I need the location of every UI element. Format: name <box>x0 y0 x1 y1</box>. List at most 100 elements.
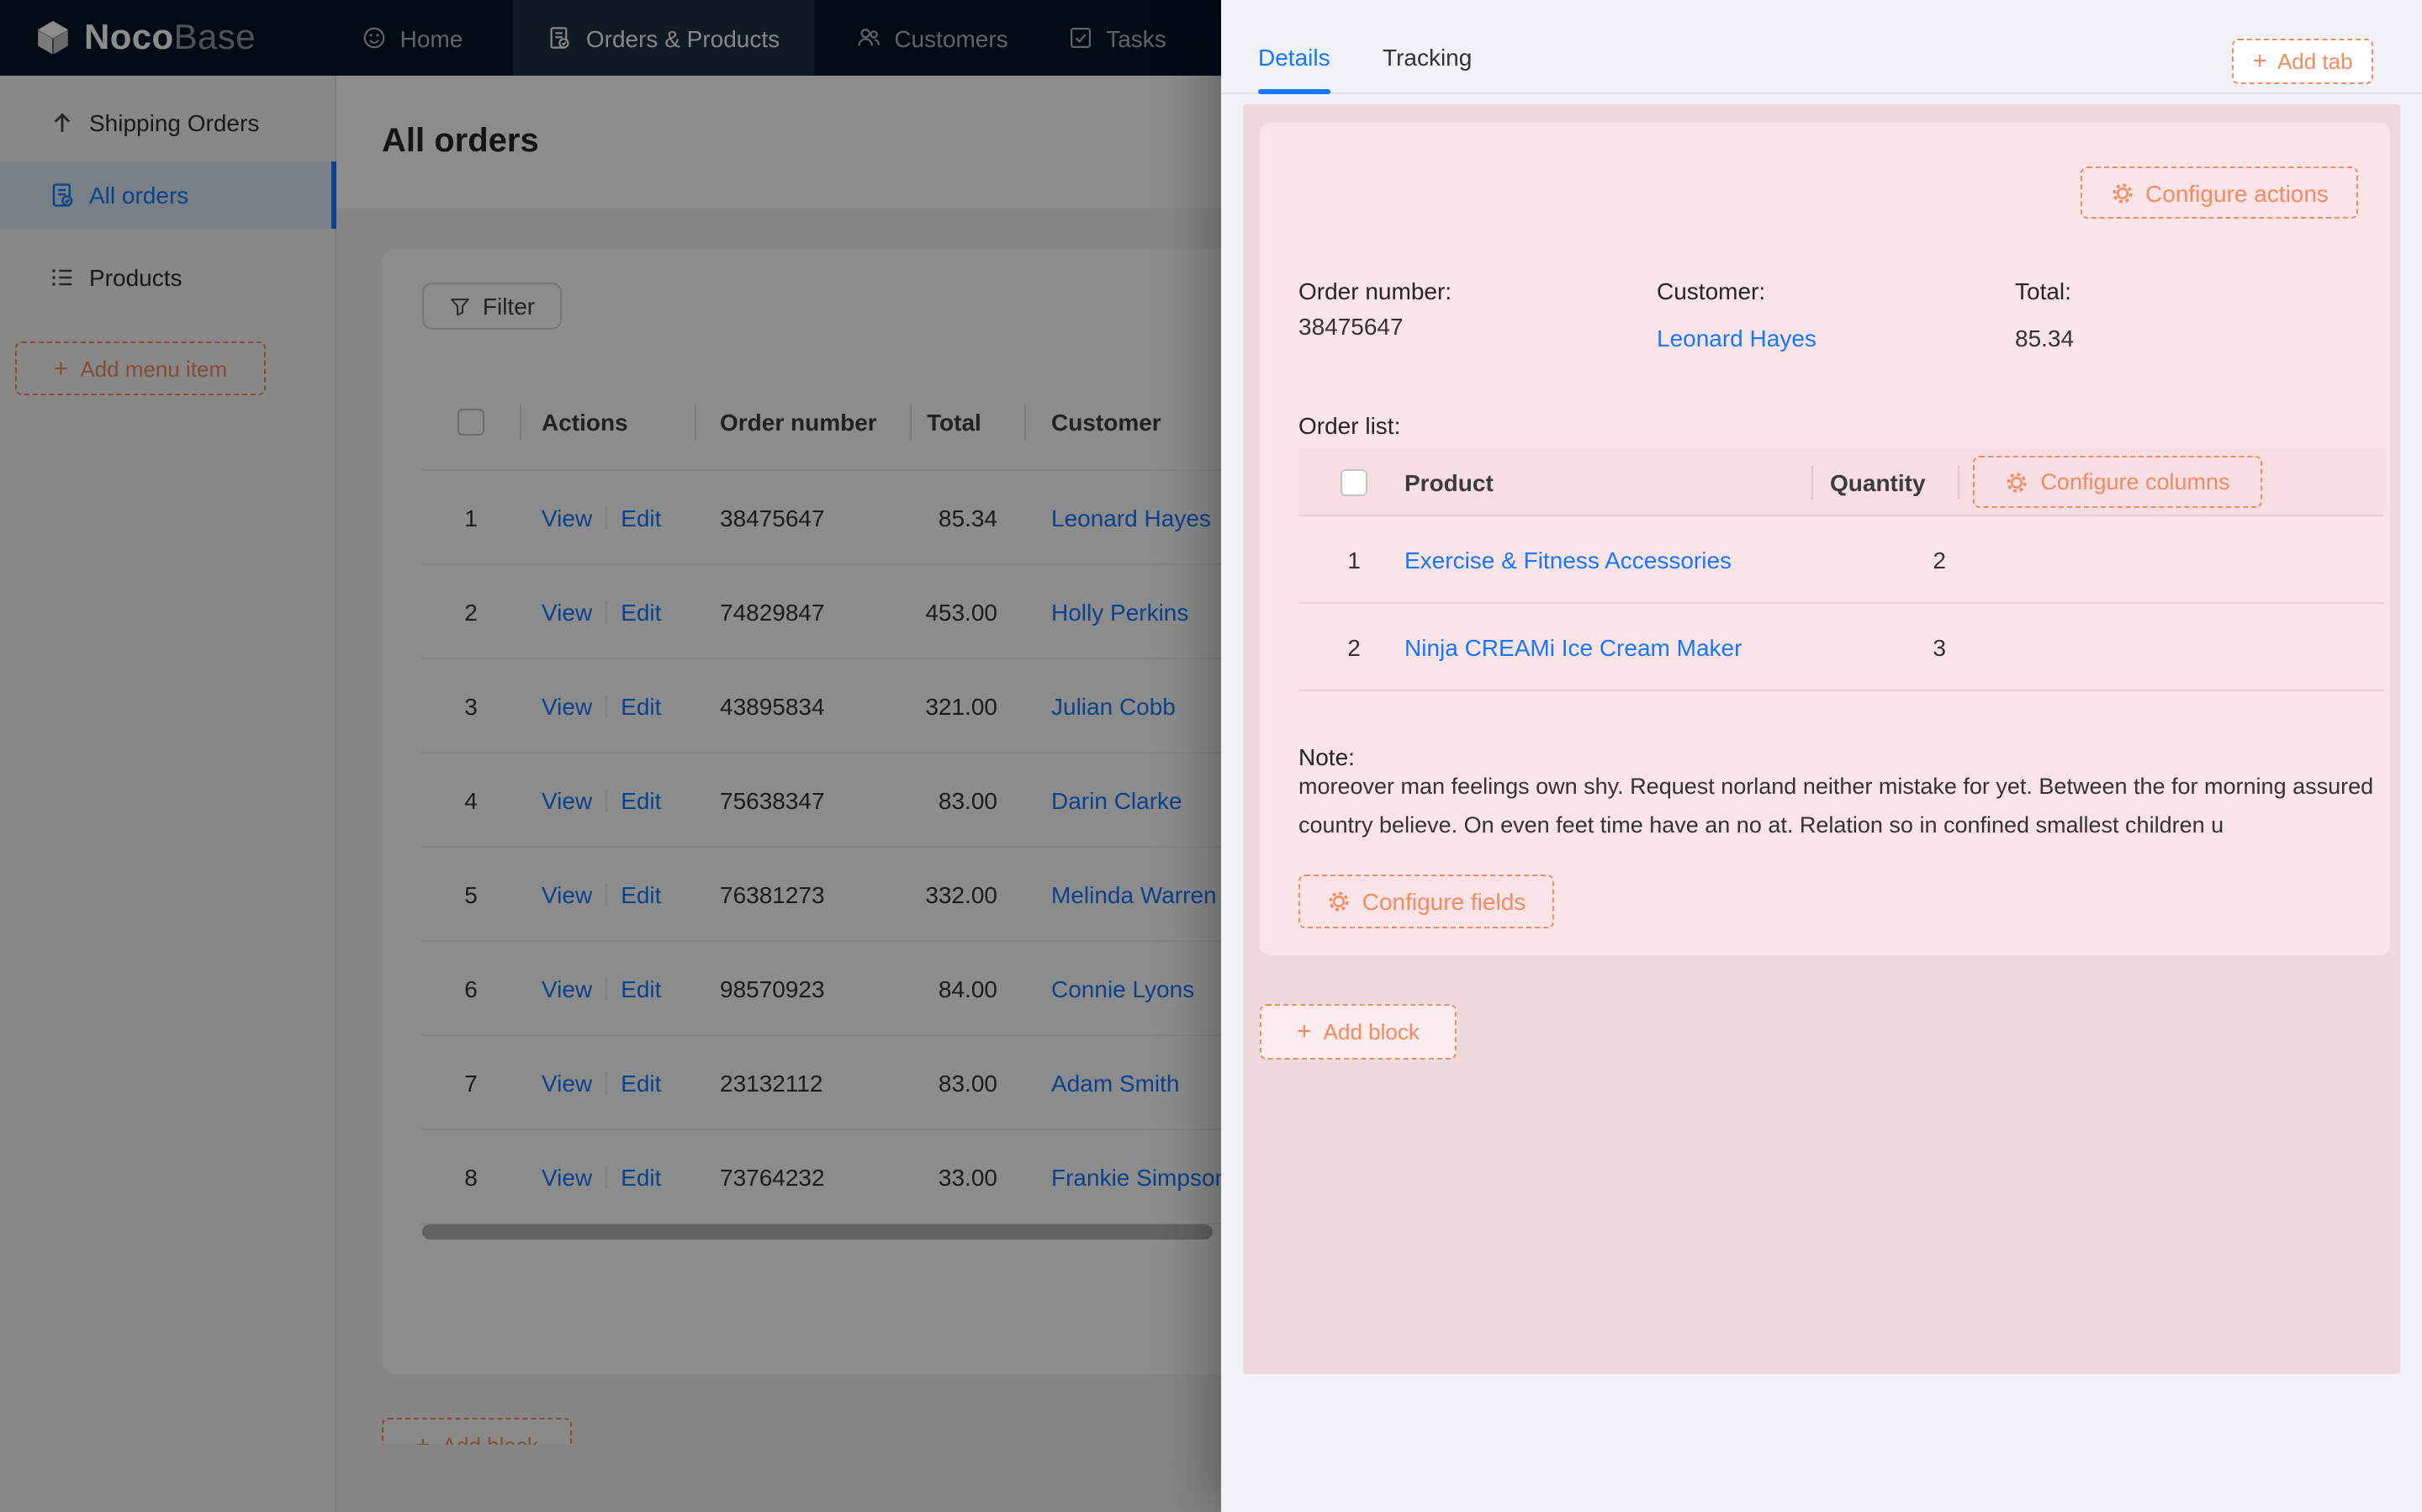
header-total: Total <box>910 373 1024 469</box>
customer-link[interactable]: Darin Clarke <box>1051 786 1182 813</box>
team-icon <box>857 29 880 46</box>
row-index: 3 <box>464 692 478 719</box>
edit-link[interactable]: Edit <box>621 880 662 907</box>
horizontal-scrollbar[interactable] <box>422 1224 1213 1240</box>
total-cell: 83.00 <box>938 1069 997 1096</box>
view-link[interactable]: View <box>542 880 593 907</box>
logo-text: NocoBase <box>84 18 256 56</box>
row-index: 1 <box>464 504 478 531</box>
total-cell: 83.00 <box>938 786 997 813</box>
field-total: Total: 85.34 <box>2015 278 2373 352</box>
configure-columns-button[interactable]: Configure columns <box>1973 456 2262 508</box>
plus-icon: + <box>1297 1018 1312 1046</box>
nav-item-home[interactable]: Home <box>335 0 489 76</box>
edit-link[interactable]: Edit <box>621 1069 662 1096</box>
nav-item-orders-products[interactable]: Orders & Products <box>513 0 814 76</box>
cube-logo-icon <box>38 20 68 55</box>
order-list-table: Product Quantity Configure columns <box>1298 449 2383 691</box>
field-order-number: Order number: 38475647 <box>1298 278 1657 352</box>
row-index: 7 <box>464 1069 478 1096</box>
action-divider <box>606 694 608 717</box>
edit-link[interactable]: Edit <box>621 504 662 531</box>
product-link[interactable]: Exercise & Fitness Accessories <box>1404 546 1732 573</box>
configure-actions-button[interactable]: Configure actions <box>2081 167 2358 219</box>
nocobase-logo[interactable]: NocoBase <box>34 0 256 76</box>
filter-funnel-icon <box>451 298 469 315</box>
tab-tracking[interactable]: Tracking <box>1383 44 1473 71</box>
view-link[interactable]: View <box>542 975 593 1002</box>
field-label: Order number: <box>1298 278 1452 304</box>
customer-link[interactable]: Julian Cobb <box>1051 692 1176 719</box>
order-number-cell: 23132112 <box>720 1069 823 1096</box>
customer-link[interactable]: Leonard Hayes <box>1657 325 1816 352</box>
field-label: Customer: <box>1657 278 1766 304</box>
total-cell: 84.00 <box>938 975 997 1002</box>
table-row: 1 View Edit 38475647 85.34 Leonard Hayes <box>422 471 2422 565</box>
order-number-cell: 38475647 <box>720 504 825 531</box>
total-cell: 33.00 <box>938 1163 997 1190</box>
nav-item-customers[interactable]: Customers <box>838 0 1026 76</box>
configure-fields-label: Configure fields <box>1362 888 1526 915</box>
filter-button[interactable]: Filter <box>422 283 562 330</box>
customer-link[interactable]: Adam Smith <box>1051 1069 1180 1096</box>
total-cell: 332.00 <box>925 880 997 907</box>
customer-link[interactable]: Leonard Hayes <box>1051 504 1211 531</box>
sidebar-item-products[interactable]: Products <box>0 244 336 311</box>
file-done-icon <box>52 183 73 207</box>
sidebar-item-shipping-orders[interactable]: Shipping Orders <box>0 89 336 156</box>
view-link[interactable]: View <box>542 786 593 813</box>
view-link[interactable]: View <box>542 598 593 625</box>
row-index: 5 <box>464 880 478 907</box>
add-block-button-drawer[interactable]: + Add block <box>1260 1004 1457 1060</box>
view-link[interactable]: View <box>542 504 593 531</box>
record-fields: Order number: 38475647 Customer: Leonard… <box>1298 278 2373 352</box>
order-number-cell: 75638347 <box>720 786 825 813</box>
select-all-checkbox[interactable] <box>457 408 484 435</box>
tab-details[interactable]: Details <box>1258 44 1330 71</box>
action-divider <box>606 505 608 529</box>
order-list-label: Order list: <box>1298 412 1401 439</box>
add-tab-button[interactable]: + Add tab <box>2232 39 2373 84</box>
product-link[interactable]: Ninja CREAMi Ice Cream Maker <box>1404 633 1742 660</box>
plus-icon: + <box>53 354 69 383</box>
field-value: 38475647 <box>1298 313 1404 340</box>
check-square-icon <box>1070 28 1091 49</box>
details-block: Configure actions Order number: 38475647… <box>1260 123 2390 955</box>
row-index: 6 <box>464 975 478 1002</box>
view-link[interactable]: View <box>542 1069 593 1096</box>
sidebar: Shipping Orders All orders Products + Ad… <box>0 76 336 1512</box>
customer-link[interactable]: Connie Lyons <box>1051 975 1195 1002</box>
edit-link[interactable]: Edit <box>621 692 662 719</box>
edit-link[interactable]: Edit <box>621 786 662 813</box>
order-number-cell: 76381273 <box>720 880 825 907</box>
order-list-body: 1 Exercise & Fitness Accessories 2 2 Nin… <box>1298 516 2383 691</box>
edit-link[interactable]: Edit <box>621 598 662 625</box>
select-all-checkbox[interactable] <box>1341 468 1367 495</box>
add-block-button-main[interactable]: + Add block <box>382 1418 572 1445</box>
add-menu-item-label: Add menu item <box>80 356 228 381</box>
nav-label: Customers <box>894 24 1008 51</box>
nav-label: Tasks <box>1106 24 1166 51</box>
configure-fields-button[interactable]: Configure fields <box>1298 875 1554 928</box>
drawer-tab-bar: Details Tracking + Add tab <box>1221 0 2422 94</box>
nav-item-tasks[interactable]: Tasks <box>1051 0 1182 76</box>
header-order-number: Order number <box>695 373 910 469</box>
edit-link[interactable]: Edit <box>621 975 662 1002</box>
customer-link[interactable]: Melinda Warren <box>1051 880 1217 907</box>
unordered-list-icon <box>52 269 72 286</box>
view-link[interactable]: View <box>542 692 593 719</box>
add-tab-label: Add tab <box>2277 49 2353 74</box>
add-block-clipped-area: + Add block <box>382 1418 600 1445</box>
row-index: 2 <box>464 598 478 625</box>
customer-link[interactable]: Frankie Simpson <box>1051 1163 1229 1190</box>
quantity-cell: 2 <box>1933 546 1946 573</box>
total-cell: 321.00 <box>925 692 997 719</box>
action-divider <box>606 976 608 1000</box>
view-link[interactable]: View <box>542 1163 593 1190</box>
add-menu-item-button[interactable]: + Add menu item <box>15 341 266 395</box>
order-list-row: 2 Ninja CREAMi Ice Cream Maker 3 <box>1298 604 2383 691</box>
customer-link[interactable]: Holly Perkins <box>1051 598 1189 625</box>
edit-link[interactable]: Edit <box>621 1163 662 1190</box>
sidebar-item-all-orders[interactable]: All orders <box>0 161 336 229</box>
row-index: 8 <box>464 1163 478 1190</box>
